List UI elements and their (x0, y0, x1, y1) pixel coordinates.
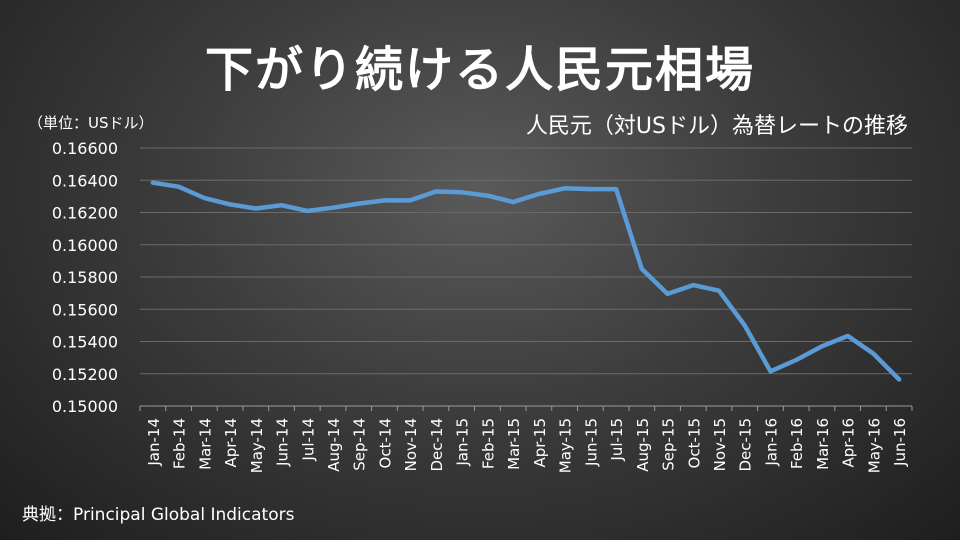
x-tick-label: Feb-14 (171, 418, 189, 469)
y-tick-label: 0.15600 (52, 300, 118, 319)
y-tick-label: 0.16000 (52, 236, 118, 255)
series-line (150, 180, 902, 382)
x-tick-label: Aug-14 (325, 418, 343, 472)
y-tick-label: 0.16200 (52, 204, 118, 223)
x-tick-label: Jun-14 (274, 418, 292, 467)
x-tick-label: Jan-15 (454, 418, 472, 467)
x-tick-label: May-16 (865, 418, 883, 473)
y-tick-label: 0.15800 (52, 268, 118, 287)
x-tick-label: May-15 (557, 418, 575, 473)
x-tick-label: Feb-16 (788, 418, 806, 469)
x-tick-label: Apr-16 (840, 418, 858, 468)
x-tick-label: Apr-15 (531, 418, 549, 468)
x-tick-label: Oct-14 (376, 418, 394, 468)
x-tick-label: Jul-14 (299, 418, 317, 462)
x-tick-label: Jul-15 (608, 418, 626, 462)
y-tick-label: 0.16400 (52, 171, 118, 190)
y-tick-label: 0.15400 (52, 333, 118, 352)
x-tick-label: Mar-15 (505, 418, 523, 470)
chart-title: 下がり続ける人民元相場 (204, 42, 755, 98)
y-tick-label: 0.15200 (52, 365, 118, 384)
x-tick-label: Jun-16 (891, 418, 909, 467)
x-tick-label: Sep-14 (351, 418, 369, 471)
grid-lines (140, 147, 912, 375)
x-axis: Jan-14 Feb-14 Mar-14 Apr-14 May-14 Jun-14 Jul-… (139, 405, 913, 473)
x-tick-label: Mar-16 (814, 418, 832, 470)
chart-subtitle: 人民元（対USドル）為替レートの推移 (525, 114, 908, 139)
x-tick-label: Oct-15 (685, 418, 703, 468)
x-tick-label: Nov-14 (402, 418, 420, 471)
x-tick-label: Feb-15 (479, 418, 497, 469)
y-tick-label: 0.15000 (52, 397, 118, 416)
x-tick-label: Aug-15 (634, 418, 652, 472)
x-tick-label: Mar-14 (196, 418, 214, 470)
y-axis: 0.15000 0.15200 0.15400 0.15600 0.15800 0.160… (52, 139, 118, 416)
series-group (150, 180, 902, 382)
y-tick-label: 0.16600 (52, 139, 118, 158)
x-tick-label: Jun-15 (582, 418, 600, 467)
x-tick-label: May-14 (248, 418, 266, 473)
x-tick-label: Jan-16 (762, 418, 780, 467)
x-tick-label: Jan-14 (145, 418, 163, 467)
unit-label: （単位：USドル） (28, 114, 154, 132)
x-tick-label: Sep-15 (660, 418, 678, 471)
x-tick-label: Dec-14 (428, 418, 446, 472)
x-tick-label: Apr-14 (222, 418, 240, 468)
x-tick-label: Nov-15 (711, 418, 729, 471)
source-note: 典拠：Principal Global Indicators (22, 505, 295, 525)
x-tick-label: Dec-15 (737, 418, 755, 472)
